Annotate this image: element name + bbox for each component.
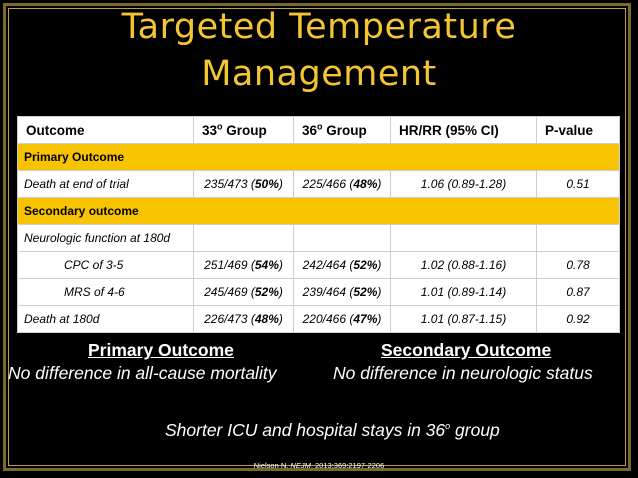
header-hr: HR/RR (95% CI) xyxy=(390,116,537,144)
section-row-primary: Primary Outcome xyxy=(17,143,620,171)
count: 242/464 ( xyxy=(302,258,354,272)
row-33-group: 235/473 (50%) xyxy=(193,170,294,198)
paren: ) xyxy=(377,258,382,272)
citation-author: Nielson N. xyxy=(253,461,291,470)
header-36-group: 36o Group xyxy=(293,116,391,144)
paren: ) xyxy=(278,258,283,272)
header-p-value: P-value xyxy=(536,116,620,144)
row-empty-cell xyxy=(536,224,620,252)
header-group-word: Group xyxy=(222,122,267,138)
row-p-value: 0.87 xyxy=(536,278,620,306)
title-line-2: Management xyxy=(201,54,437,94)
row-hr: 1.01 (0.89-1.14) xyxy=(390,278,537,306)
slide-title: Targeted Temperature Management xyxy=(0,4,638,98)
row-33-group: 226/473 (48%) xyxy=(193,305,294,333)
row-33-group: 251/469 (54%) xyxy=(193,251,294,279)
table-row: Neurologic function at 180d xyxy=(17,224,620,252)
row-outcome: Death at 180d xyxy=(17,305,194,333)
percent: 54% xyxy=(254,258,279,272)
percent: 47% xyxy=(353,312,378,326)
citation: Nielson N. NEJM. 2013;369:2197-2206 xyxy=(0,461,638,470)
row-33-group: 245/469 (52%) xyxy=(193,278,294,306)
row-36-group: 220/466 (47%) xyxy=(293,305,391,333)
paren: ) xyxy=(278,285,283,299)
count: 225/466 ( xyxy=(302,177,354,191)
degree-sup: o xyxy=(217,121,223,131)
row-outcome: Death at end of trial xyxy=(17,170,194,198)
section-label-primary: Primary Outcome xyxy=(17,143,620,171)
paren: ) xyxy=(377,312,382,326)
row-outcome: MRS of 4-6 xyxy=(17,278,194,306)
header-outcome: Outcome xyxy=(17,116,194,144)
count: 251/469 ( xyxy=(204,258,255,272)
count: 220/466 ( xyxy=(302,312,354,326)
row-p-value: 0.78 xyxy=(536,251,620,279)
row-36-group: 242/464 (52%) xyxy=(293,251,391,279)
row-empty-cell xyxy=(293,224,391,252)
row-p-value: 0.92 xyxy=(536,305,620,333)
title-line-1: Targeted Temperature xyxy=(121,7,517,47)
paren: ) xyxy=(278,177,283,191)
row-empty-cell xyxy=(390,224,537,252)
row-empty-cell xyxy=(193,224,294,252)
citation-ref: . 2013;369:2197-2206 xyxy=(310,461,385,470)
row-outcome: CPC of 3-5 xyxy=(17,251,194,279)
count: 235/473 ( xyxy=(204,177,255,191)
row-36-group: 239/464 (52%) xyxy=(293,278,391,306)
secondary-outcome-heading: Secondary Outcome xyxy=(381,340,552,360)
table-row: Death at end of trial 235/473 (50%) 225/… xyxy=(17,170,620,198)
percent: 52% xyxy=(254,285,279,299)
slide-frame-outer xyxy=(3,3,631,471)
percent: 52% xyxy=(353,285,378,299)
header-36-value: 36 xyxy=(302,122,318,138)
row-hr: 1.01 (0.87-1.15) xyxy=(390,305,537,333)
slide-frame-inner xyxy=(8,8,626,466)
percent: 50% xyxy=(254,177,279,191)
count: 226/473 ( xyxy=(204,312,255,326)
table-row: CPC of 3-5 251/469 (54%) 242/464 (52%) 1… xyxy=(17,251,620,279)
table-row: MRS of 4-6 245/469 (52%) 239/464 (52%) 1… xyxy=(17,278,620,306)
citation-journal: NEJM xyxy=(290,461,311,470)
paren: ) xyxy=(377,177,382,191)
degree-sup: o xyxy=(317,121,323,131)
stays-statement: Shorter ICU and hospital stays in 36o gr… xyxy=(165,420,500,441)
primary-outcome-text: No difference in all-cause mortality xyxy=(8,363,277,383)
degree-sup: o xyxy=(445,421,451,432)
section-label-secondary: Secondary outcome xyxy=(17,197,620,225)
section-row-secondary: Secondary outcome xyxy=(17,197,620,225)
header-33-value: 33 xyxy=(202,122,218,138)
table-row: Death at 180d 226/473 (48%) 220/466 (47%… xyxy=(17,305,620,333)
table-header-row: Outcome 33o Group 36o Group HR/RR (95% C… xyxy=(17,116,620,144)
row-hr: 1.02 (0.88-1.16) xyxy=(390,251,537,279)
row-hr: 1.06 (0.89-1.28) xyxy=(390,170,537,198)
row-36-group: 225/466 (48%) xyxy=(293,170,391,198)
secondary-outcome-text: No difference in neurologic status xyxy=(333,363,593,383)
percent: 48% xyxy=(254,312,279,326)
row-outcome: Neurologic function at 180d xyxy=(17,224,194,252)
count: 245/469 ( xyxy=(204,285,255,299)
row-p-value: 0.51 xyxy=(536,170,620,198)
primary-outcome-heading: Primary Outcome xyxy=(88,340,234,360)
paren: ) xyxy=(377,285,382,299)
paren: ) xyxy=(278,312,283,326)
stays-text-end: group xyxy=(450,420,500,440)
header-33-group: 33o Group xyxy=(193,116,294,144)
results-table: Outcome 33o Group 36o Group HR/RR (95% C… xyxy=(17,116,620,333)
percent: 48% xyxy=(353,177,378,191)
header-group-word: Group xyxy=(322,122,367,138)
percent: 52% xyxy=(353,258,378,272)
stays-text: Shorter ICU and hospital stays in 36 xyxy=(165,420,446,440)
count: 239/464 ( xyxy=(302,285,354,299)
